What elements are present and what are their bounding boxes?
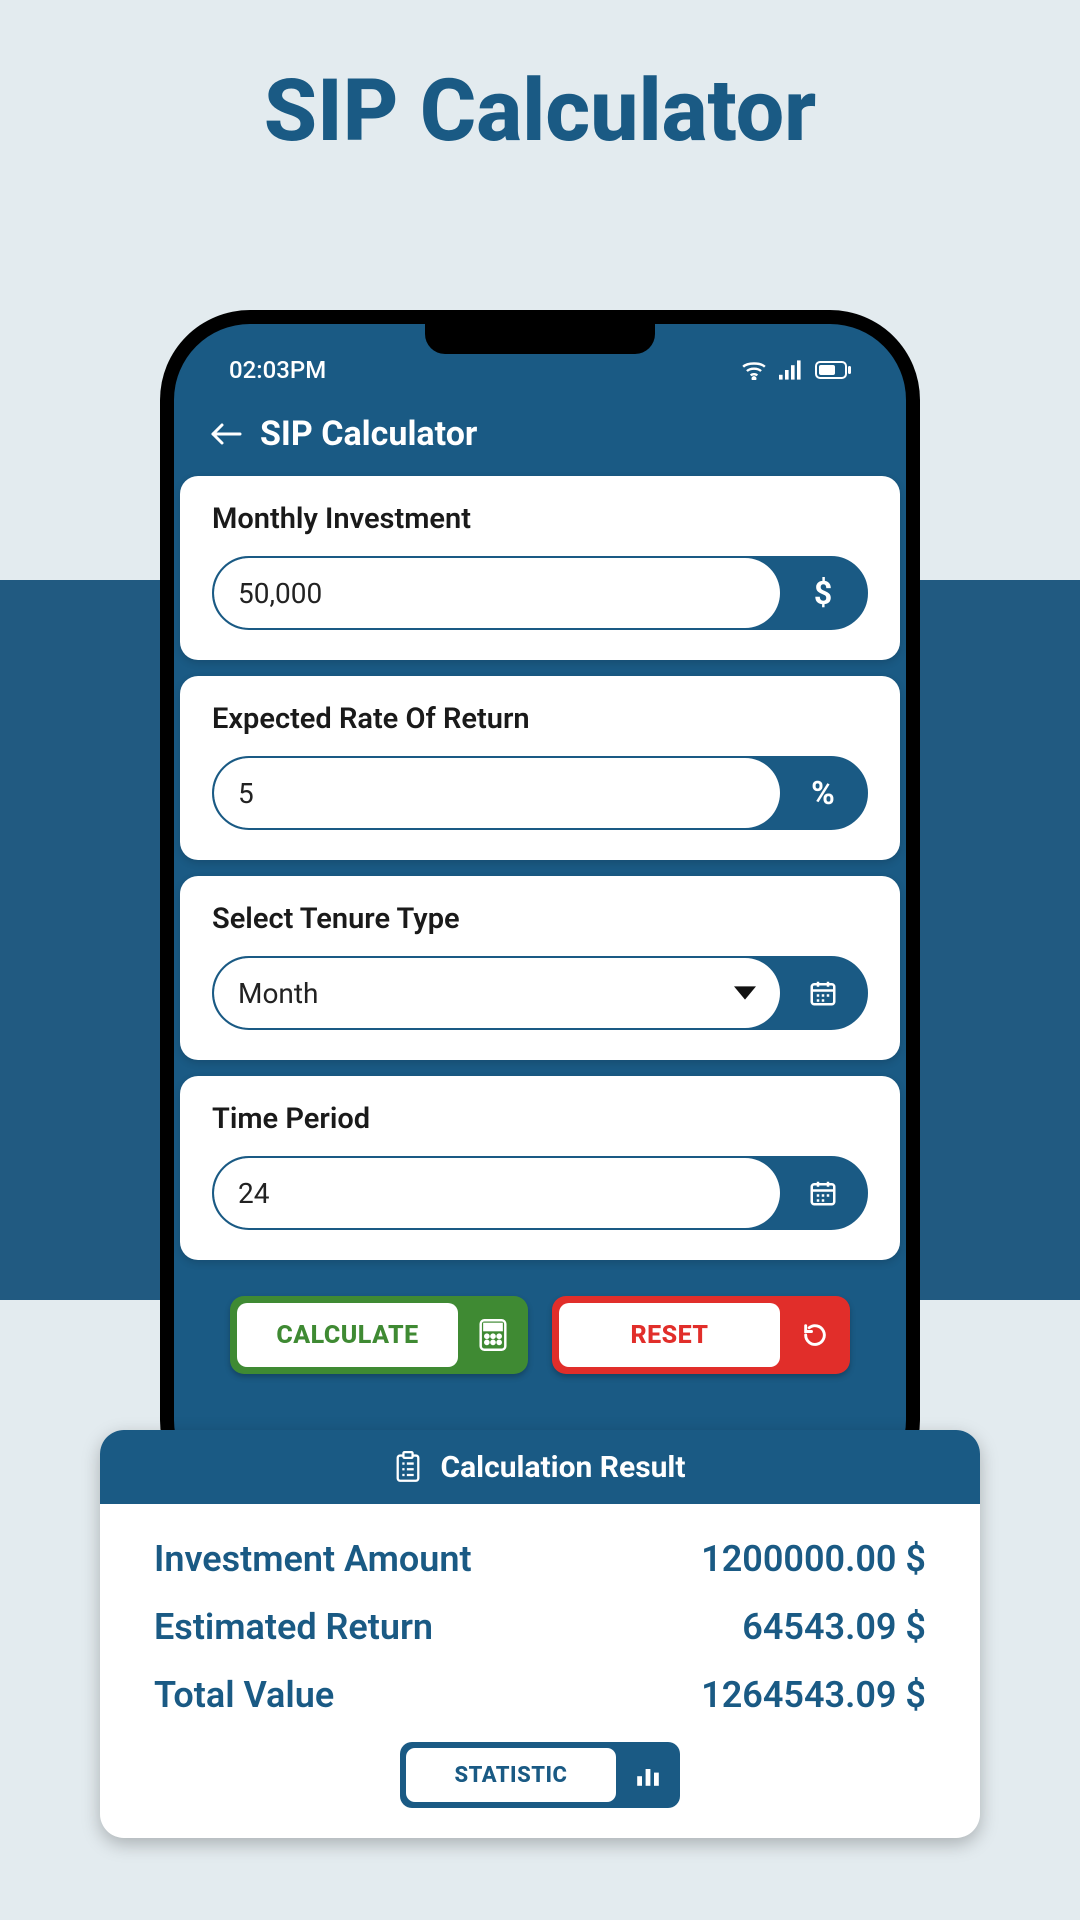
- phone-screen: 02:03PM SIP Calculator Monthly I: [174, 324, 906, 1496]
- input-row-rate-of-return: 5 %: [212, 756, 868, 830]
- reset-button[interactable]: RESET: [552, 1296, 850, 1374]
- calendar-icon: [808, 978, 838, 1008]
- calculator-icon: [458, 1296, 528, 1374]
- result-label: Estimated Return: [154, 1606, 433, 1648]
- input-time-period[interactable]: 24: [214, 1158, 780, 1228]
- result-value: 64543.09 $: [742, 1606, 926, 1648]
- app-header: SIP Calculator: [174, 394, 906, 476]
- unit-percent: %: [780, 758, 866, 828]
- clipboard-icon: [394, 1451, 422, 1483]
- input-row-time-period: 24: [212, 1156, 868, 1230]
- result-label: Total Value: [154, 1674, 334, 1716]
- calculate-label: CALCULATE: [237, 1303, 458, 1367]
- statistic-label: STATISTIC: [406, 1748, 616, 1802]
- card-rate-of-return: Expected Rate Of Return 5 %: [180, 676, 900, 860]
- result-value: 1264543.09 $: [701, 1674, 926, 1716]
- reset-label: RESET: [559, 1303, 780, 1367]
- result-row-total: Total Value 1264543.09 $: [154, 1674, 926, 1716]
- select-tenure-type[interactable]: Month: [214, 958, 780, 1028]
- label-time-period: Time Period: [212, 1102, 868, 1136]
- result-panel: Calculation Result Investment Amount 120…: [100, 1430, 980, 1838]
- result-row-return: Estimated Return 64543.09 $: [154, 1606, 926, 1648]
- result-row-investment: Investment Amount 1200000.00 $: [154, 1538, 926, 1580]
- result-body: Investment Amount 1200000.00 $ Estimated…: [100, 1504, 980, 1838]
- card-tenure-type: Select Tenure Type Month: [180, 876, 900, 1060]
- result-value: 1200000.00 $: [701, 1538, 926, 1580]
- label-monthly-investment: Monthly Investment: [212, 502, 868, 536]
- form-area: Monthly Investment 50,000 $ Expected Rat…: [174, 476, 906, 1374]
- hero-title: SIP Calculator: [0, 60, 1080, 161]
- calendar-icon-tenure[interactable]: [780, 958, 866, 1028]
- card-monthly-investment: Monthly Investment 50,000 $: [180, 476, 900, 660]
- input-row-tenure-type: Month: [212, 956, 868, 1030]
- calendar-icon: [808, 1178, 838, 1208]
- reset-icon: [780, 1296, 850, 1374]
- app-header-title: SIP Calculator: [260, 414, 477, 454]
- card-time-period: Time Period 24: [180, 1076, 900, 1260]
- chevron-down-icon: [734, 986, 756, 1000]
- label-rate-of-return: Expected Rate Of Return: [212, 702, 868, 736]
- select-tenure-value: Month: [238, 977, 318, 1010]
- calculate-button[interactable]: CALCULATE: [230, 1296, 528, 1374]
- unit-dollar: $: [780, 558, 866, 628]
- result-header: Calculation Result: [100, 1430, 980, 1504]
- back-arrow-icon[interactable]: [210, 421, 242, 447]
- action-row: CALCULATE RESET: [180, 1276, 900, 1374]
- result-header-title: Calculation Result: [440, 1450, 685, 1485]
- result-label: Investment Amount: [154, 1538, 472, 1580]
- wifi-icon: [741, 360, 767, 380]
- status-time: 02:03PM: [229, 356, 326, 384]
- phone-notch: [425, 324, 655, 354]
- input-monthly-investment[interactable]: 50,000: [214, 558, 780, 628]
- battery-icon: [815, 361, 851, 379]
- calendar-icon-period[interactable]: [780, 1158, 866, 1228]
- input-row-monthly-investment: 50,000 $: [212, 556, 868, 630]
- phone-frame: 02:03PM SIP Calculator Monthly I: [160, 310, 920, 1510]
- label-tenure-type: Select Tenure Type: [212, 902, 868, 936]
- input-rate-of-return[interactable]: 5: [214, 758, 780, 828]
- statistic-button[interactable]: STATISTIC: [400, 1742, 680, 1808]
- status-icons: [741, 360, 851, 380]
- bar-chart-icon: [616, 1742, 680, 1808]
- signal-icon: [779, 360, 803, 380]
